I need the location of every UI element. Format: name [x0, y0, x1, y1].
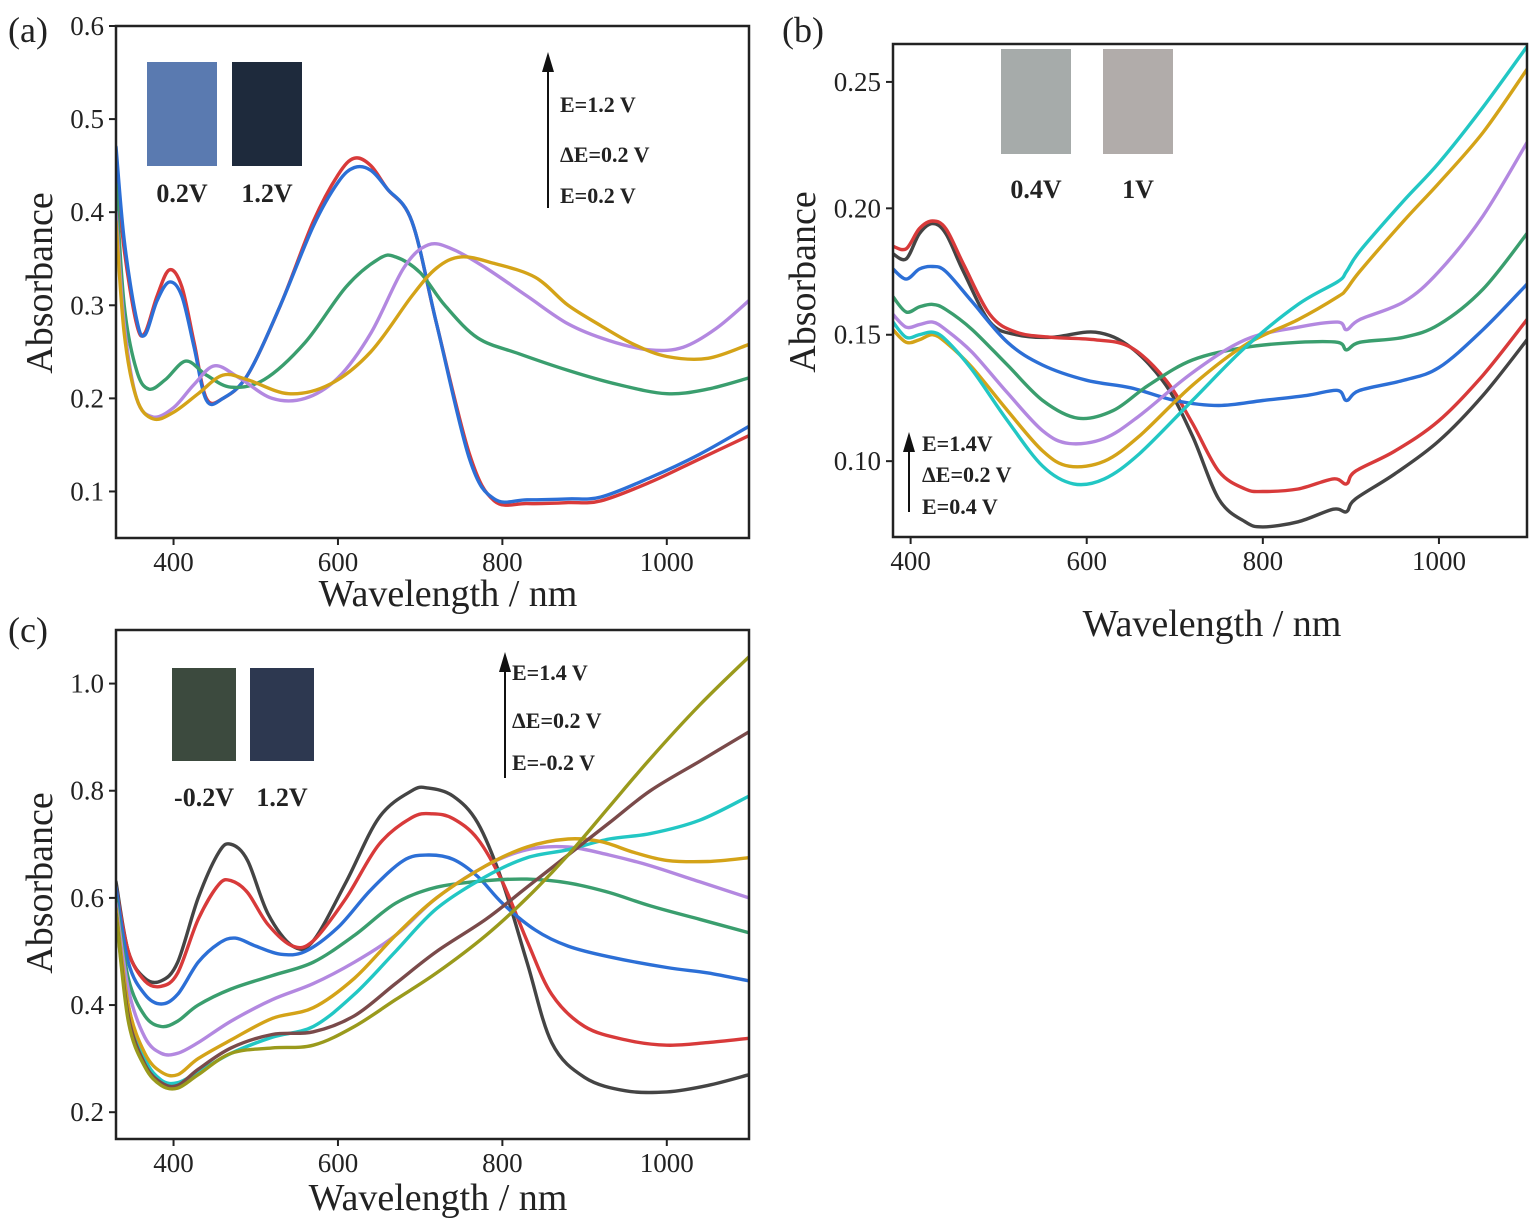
sample-photo-2 [232, 62, 302, 166]
sample-photo-2 [250, 668, 314, 761]
x-tick-label: 1000 [640, 1148, 694, 1178]
series-line-8 [116, 730, 749, 1089]
y-tick-label: 0.2 [70, 1097, 104, 1127]
potential-annotation-mid: ΔE=0.2 V [560, 142, 650, 167]
y-tick-label: 0.15 [834, 320, 881, 350]
y-tick-label: 0.4 [70, 990, 104, 1020]
series-group [116, 655, 749, 1095]
y-tick-label: 0.6 [70, 883, 104, 913]
series-line-6 [116, 794, 749, 1086]
potential-annotation-mid: ΔE=0.2 V [922, 462, 1012, 487]
series-line-4 [116, 877, 749, 1029]
series-line-5 [116, 844, 749, 1057]
y-tick-label: 0.4 [70, 197, 104, 227]
x-tick-label: 1000 [640, 547, 694, 577]
arrow-up-icon [903, 432, 915, 452]
y-tick-label: 1.0 [70, 669, 104, 699]
arrow-up-icon [542, 52, 554, 72]
x-tick-label: 800 [482, 547, 523, 577]
series-line-1 [116, 156, 749, 507]
potential-annotation-bottom: E=0.4 V [922, 494, 998, 519]
y-axis-label: Absorbance [19, 192, 61, 373]
plot-frame [114, 628, 751, 1141]
x-tick-label: 400 [890, 546, 931, 576]
potential-annotation-mid: ΔE=0.2 V [512, 708, 602, 733]
sample-photo-label: 1V [1122, 175, 1154, 204]
series-line-9 [116, 655, 749, 1091]
series-line-4 [116, 210, 749, 419]
y-axis-label: Absorbance [782, 191, 824, 372]
sample-photo-1 [147, 62, 217, 166]
x-tick-label: 400 [153, 547, 194, 577]
series-line-5 [116, 219, 749, 422]
x-tick-label: 600 [318, 1148, 359, 1178]
x-axis-label: Wavelength / nm [309, 1177, 568, 1219]
series-line-1 [116, 785, 749, 1095]
x-tick-label: 1000 [1412, 546, 1466, 576]
series-line-2 [893, 219, 1527, 494]
x-tick-label: 600 [1066, 546, 1107, 576]
y-tick-label: 0.2 [70, 383, 104, 413]
y-axis-label: Absorbance [19, 792, 61, 973]
y-tick-label: 0.3 [70, 290, 104, 320]
sample-photo-label: 0.2V [156, 179, 208, 208]
series-group [116, 145, 749, 507]
y-tick-label: 0.10 [834, 446, 881, 476]
panel-label: (a) [8, 10, 48, 50]
potential-annotation-top: E=1.4V [922, 431, 993, 456]
sample-photo-label: 0.4V [1010, 175, 1062, 204]
y-tick-label: 0.25 [834, 67, 881, 97]
x-tick-label: 800 [482, 1148, 523, 1178]
potential-annotation-top: E=1.4 V [512, 660, 588, 685]
sample-photo-label: -0.2V [174, 783, 234, 812]
series-line-3 [116, 853, 749, 1006]
y-tick-label: 0.5 [70, 104, 104, 134]
sample-photo-label: 1.2V [241, 179, 293, 208]
series-line-3 [116, 182, 749, 396]
panel-c: 400 600 800 1000 0.2 0.4 0.6 0.8 1.0 Absorbance Wa… [8, 610, 751, 1219]
panel-label: (c) [8, 610, 48, 650]
sample-photo-1 [1001, 49, 1071, 154]
y-tick-label: 0.20 [834, 193, 881, 223]
potential-annotation-bottom: E=-0.2 V [512, 750, 595, 775]
x-axis-label: Wavelength / nm [1083, 603, 1342, 645]
sample-photo-2 [1103, 49, 1173, 154]
series-line-6 [893, 67, 1527, 469]
series-line-5 [893, 140, 1527, 446]
sample-photo-1 [172, 668, 236, 761]
x-tick-label: 800 [1243, 546, 1284, 576]
x-tick-label: 600 [318, 547, 359, 577]
series-group [893, 44, 1527, 529]
potential-annotation-top: E=1.2 V [560, 92, 636, 117]
series-line-7 [116, 837, 749, 1078]
series-line-1 [893, 221, 1527, 529]
y-tick-label: 0.1 [70, 476, 104, 506]
y-tick-label: 0.8 [70, 776, 104, 806]
series-line-4 [893, 231, 1527, 421]
x-axis-label: Wavelength / nm [319, 573, 578, 615]
x-tick-label: 400 [153, 1148, 194, 1178]
y-tick-label: 0.6 [70, 11, 104, 41]
sample-photo-label: 1.2V [256, 783, 308, 812]
series-line-2 [116, 811, 749, 1047]
series-line-7 [893, 44, 1527, 487]
potential-annotation-bottom: E=0.2 V [560, 183, 636, 208]
panel-a: 400 600 800 1000 0.1 0.2 0.3 0.4 0.5 0.6 Absorbanc… [8, 10, 751, 615]
panel-label: (b) [782, 10, 824, 50]
panel-b: 400 600 800 1000 0.10 0.15 0.20 0.25 Absorbance W… [782, 10, 1529, 645]
plot-frame [891, 42, 1529, 539]
series-line-2 [116, 145, 749, 504]
plot-frame [114, 24, 751, 540]
arrow-up-icon [499, 652, 511, 672]
